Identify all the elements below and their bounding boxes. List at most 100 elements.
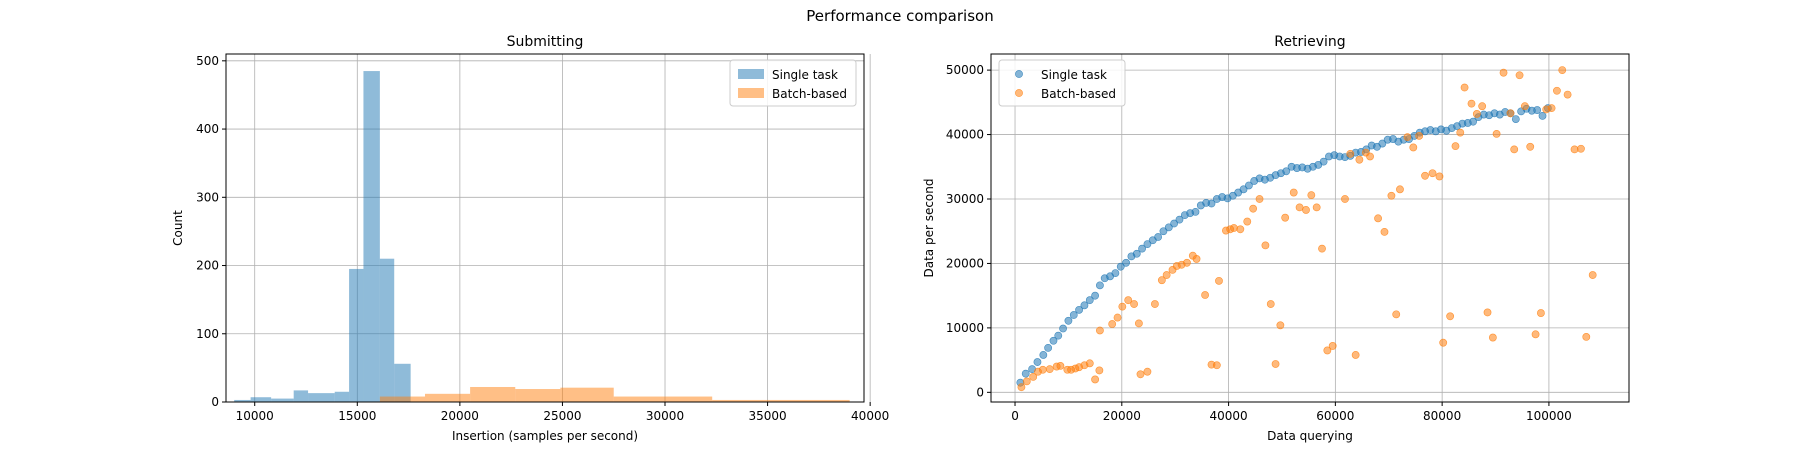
scatter-point (1558, 66, 1567, 75)
histogram-bar (308, 393, 335, 402)
figure-suptitle: Performance comparison (806, 7, 993, 25)
scatter-point (1451, 142, 1460, 151)
y-tick-label: 400 (196, 122, 219, 136)
scatter-point (1319, 157, 1328, 166)
scatter-point (1483, 308, 1492, 317)
scatter-point (1108, 320, 1117, 328)
scatter-point (1387, 191, 1396, 200)
scatter-point (1302, 206, 1310, 214)
scatter-point (1289, 188, 1298, 197)
legend: Single task Batch-based (729, 59, 857, 107)
scatter-point (1281, 213, 1290, 222)
y-tick-label: 100 (196, 327, 219, 341)
scatter-point (1207, 199, 1216, 208)
scatter-point (1249, 204, 1258, 213)
scatter-point (1421, 171, 1429, 180)
y-tick-label: 20000 (946, 256, 984, 270)
scatter-point (1409, 143, 1418, 152)
scatter-point (1266, 300, 1275, 308)
scatter-point (1515, 71, 1524, 80)
x-tick-label: 15000 (338, 409, 376, 423)
scatter-point (1467, 99, 1476, 108)
scatter-point (1472, 110, 1481, 118)
scatter-point (1396, 185, 1404, 194)
scatter-point (1323, 346, 1332, 355)
scatter-point (1091, 291, 1100, 300)
histogram-bar (613, 396, 713, 402)
scatter-point (1520, 102, 1529, 111)
scatter-point (1192, 255, 1201, 263)
scatter-point (1162, 271, 1171, 279)
scatter-point (1582, 333, 1591, 341)
scatter-point (1136, 370, 1145, 379)
legend-label: Single task (772, 68, 838, 82)
scatter-point (1328, 342, 1337, 350)
legend: Single task Batch-based (998, 59, 1126, 107)
x-tick-label: 20000 (441, 409, 479, 423)
legend-label: Single task (1041, 68, 1107, 82)
scatter-point (1029, 372, 1038, 381)
scatter-point (1312, 203, 1321, 212)
legend-label: Batch-based (772, 87, 847, 101)
x-tick-label: 40000 (1209, 409, 1247, 423)
scatter-point (1380, 227, 1389, 236)
x-tick-label: 25000 (543, 409, 581, 423)
scatter-point (1271, 360, 1280, 368)
x-tick-label: 35000 (748, 409, 786, 423)
x-tick-label: 30000 (646, 409, 684, 423)
histogram-bar (515, 389, 561, 402)
scatter-point (1318, 244, 1326, 253)
scatter-point (1547, 104, 1556, 113)
x-tick-label: 100000 (1526, 409, 1572, 423)
x-tick-label: 80000 (1423, 409, 1461, 423)
scatter-point (1588, 271, 1597, 279)
histogram-series-1 (379, 386, 850, 402)
scatter-point (1346, 149, 1355, 158)
scatter-point (1510, 145, 1519, 154)
scatter-point (1064, 316, 1073, 325)
scatter-point (1017, 383, 1026, 392)
scatter-plot-retrieving: 0 20000 40000 60000 80000 100000 0 10000 20000 30… (922, 34, 1630, 443)
legend-swatch (738, 88, 764, 98)
scatter-point (1415, 131, 1424, 140)
scatter-point (1085, 296, 1094, 305)
legend-marker (1015, 89, 1023, 97)
legend-marker (1015, 70, 1023, 78)
scatter-point (1096, 281, 1104, 290)
scatter-point (1392, 310, 1401, 319)
scatter-point (1091, 375, 1100, 384)
scatter-point (1130, 300, 1138, 308)
scatter-point (1526, 142, 1535, 151)
legend-box (998, 59, 1126, 107)
y-tick-label: 500 (196, 54, 219, 68)
x-tick-label: 40000 (851, 409, 889, 423)
scatter-point (1134, 319, 1143, 328)
scatter-point (1439, 338, 1448, 347)
scatter-point (1122, 258, 1130, 267)
scatter-point (1563, 90, 1572, 99)
scatter-point (1374, 214, 1382, 223)
y-tick-label: 50000 (946, 63, 984, 77)
histogram-bar (234, 399, 251, 402)
scatter-point (1116, 262, 1125, 271)
scatter-point (1059, 324, 1067, 333)
scatter-point (1506, 109, 1515, 118)
scatter-point (1138, 244, 1146, 253)
scatter-point (1132, 249, 1141, 258)
axes-frame (990, 53, 1630, 403)
scatter-point (1075, 305, 1083, 314)
histogram-bar (712, 399, 850, 402)
scatter-point (1021, 369, 1030, 378)
scatter-point (1069, 311, 1078, 319)
scatter-series-1 (1017, 66, 1597, 392)
scatter-point (1341, 195, 1349, 203)
histogram-bar (424, 393, 471, 402)
scatter-point (1230, 224, 1238, 232)
scatter-point (1276, 321, 1285, 330)
histogram-bar (293, 390, 309, 402)
scatter-point (1038, 365, 1047, 374)
histogram-bar (271, 398, 294, 402)
x-axis-label: Data querying (1267, 429, 1353, 443)
scatter-point (1428, 169, 1437, 178)
scatter-point (1531, 330, 1540, 339)
